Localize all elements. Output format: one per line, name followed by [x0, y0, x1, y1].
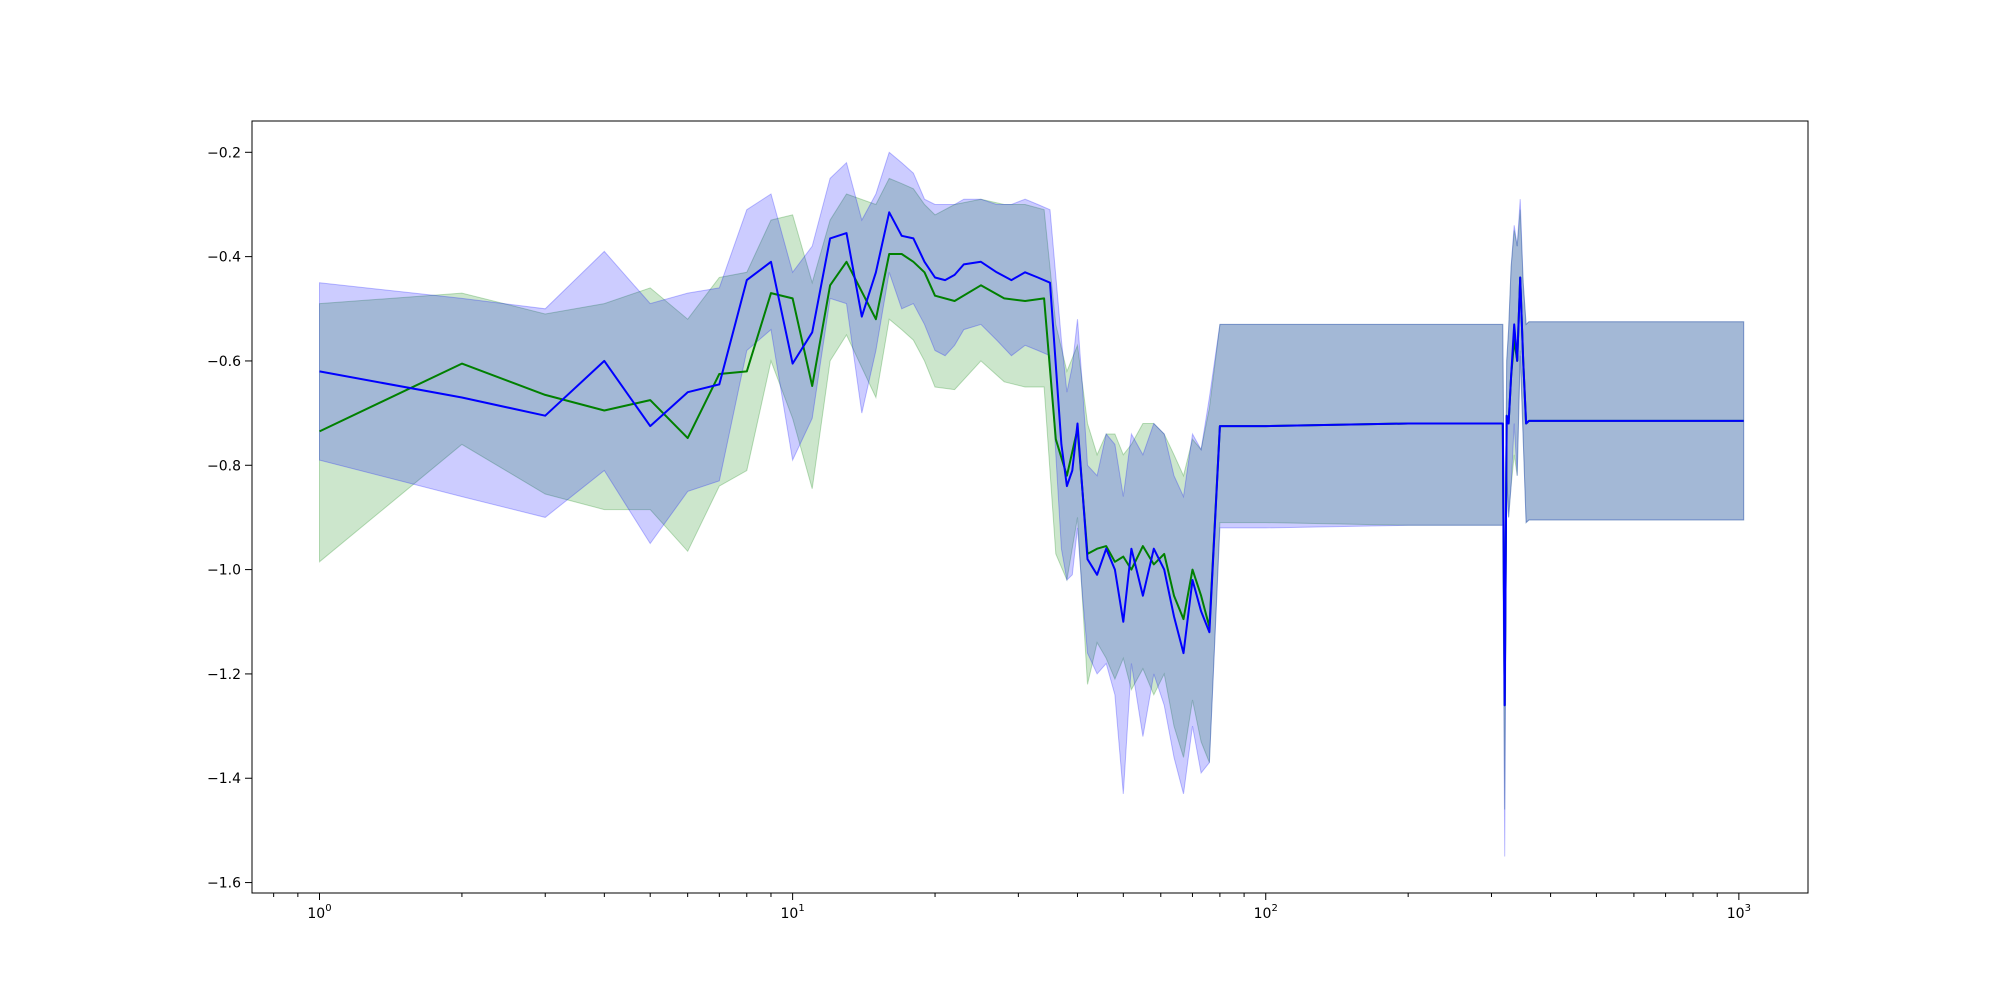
y-tick-label: −0.2	[207, 145, 241, 161]
series-0-band	[319, 177, 1745, 810]
y-tick-label: −0.4	[207, 250, 241, 266]
y-tick-label: −1.0	[207, 563, 241, 579]
y-axis: −0.2 −0.4 −0.6 −0.8 −1.0 −1.2 −1.4 −1.6	[207, 145, 252, 892]
x-axis: 100 101 102 103	[273, 893, 1751, 922]
y-tick-label: −1.2	[207, 667, 241, 683]
series-1-line	[319, 211, 1744, 707]
series-lines	[319, 211, 1744, 707]
y-tick-label: −0.6	[207, 354, 241, 370]
x-tick-label: 100	[307, 903, 331, 922]
x-tick-label: 101	[781, 903, 805, 922]
x-tick-label: 103	[1727, 903, 1751, 922]
plot-area-frame	[251, 120, 1809, 894]
y-tick-label: −1.6	[207, 876, 241, 892]
confidence-bands	[319, 151, 1745, 857]
series-1-band	[319, 151, 1745, 857]
y-tick-label: −0.8	[207, 458, 241, 474]
x-tick-label: 102	[1254, 903, 1278, 922]
y-tick-label: −1.4	[207, 771, 241, 787]
